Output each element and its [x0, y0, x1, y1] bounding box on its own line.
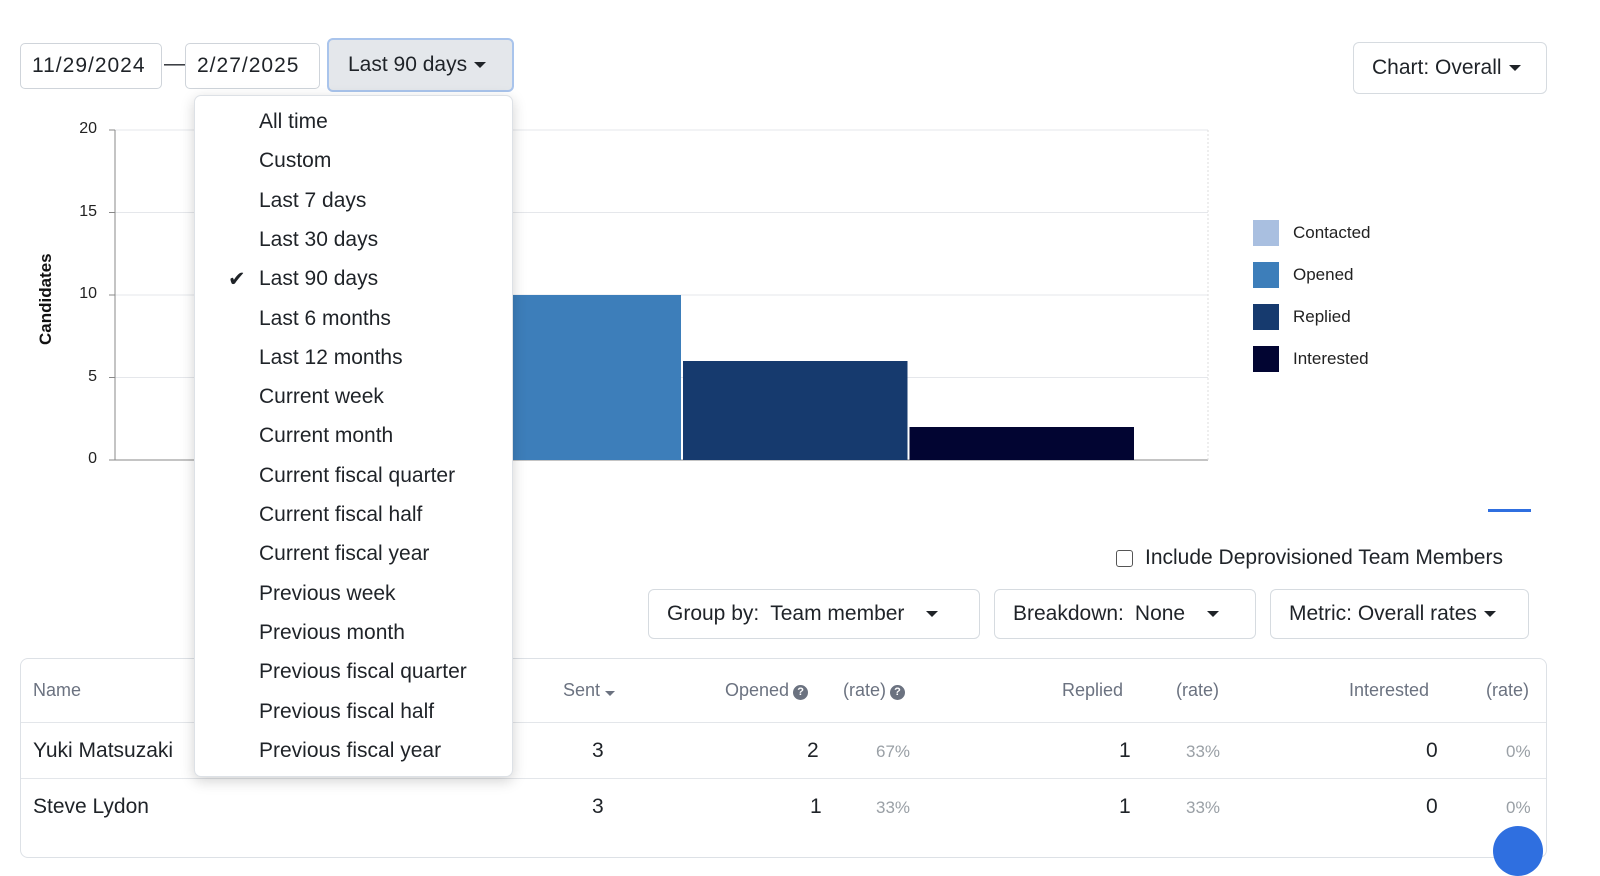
checkmark-icon: ✔	[228, 268, 246, 292]
y-tick-label: 0	[88, 450, 97, 467]
cell-replied: 1	[1119, 795, 1131, 818]
end-date-input[interactable]: 2/27/2025	[185, 43, 320, 89]
cell-interested-rate: 0%	[1506, 798, 1531, 817]
help-chat-button[interactable]	[1493, 826, 1543, 876]
help-icon[interactable]: ?	[793, 684, 809, 700]
start-date-input[interactable]: 11/29/2024	[20, 43, 162, 89]
legend-item-interested: Interested	[1253, 338, 1371, 380]
opened-rate-header-label: (rate)	[843, 680, 887, 700]
chevron-down-icon	[926, 611, 939, 617]
breakdown-value: None	[1134, 602, 1186, 625]
cell-opened: 1	[810, 795, 822, 818]
cell-opened-rate: 67%	[876, 742, 911, 761]
menu-item[interactable]: All time	[259, 110, 328, 133]
group-by-label: Group by:	[667, 602, 760, 625]
sort-desc-icon	[605, 691, 616, 696]
cell-replied-rate: 33%	[1186, 742, 1221, 761]
menu-item[interactable]: Custom	[259, 149, 332, 173]
bar-replied	[683, 361, 908, 460]
checkbox[interactable]	[1116, 549, 1133, 567]
breakdown-dropdown[interactable]: Breakdown: None	[994, 589, 1256, 639]
cell-sent: 3	[592, 795, 604, 818]
metric-dropdown[interactable]: Metric: Overall rates	[1270, 589, 1529, 639]
cell-replied-rate: 33%	[1186, 798, 1221, 817]
menu-item[interactable]: Last 90 days	[259, 267, 379, 291]
menu-item[interactable]: Last 12 months	[259, 345, 403, 369]
legend-item-opened: Opened	[1253, 254, 1371, 296]
chevron-down-icon	[1483, 611, 1496, 617]
chart-legend: Contacted Opened Replied Interested	[1253, 212, 1371, 380]
column-header-sent[interactable]: Sent	[563, 680, 616, 701]
legend-item-replied: Replied	[1253, 296, 1371, 338]
legend-swatch	[1253, 262, 1279, 288]
legend-label: Opened	[1293, 265, 1354, 284]
opened-header-label: Opened	[725, 680, 790, 700]
table-row-divider	[21, 778, 1546, 779]
date-range-menu: All time Custom Last 7 days Last 30 days Las…	[194, 95, 513, 777]
cell-opened-rate: 33%	[876, 798, 911, 817]
column-header-opened[interactable]: Opened?	[725, 680, 809, 701]
column-header-interested[interactable]: Interested	[1349, 680, 1430, 700]
chevron-down-icon	[1508, 65, 1521, 71]
date-range-label: Last 90 days	[348, 53, 468, 76]
include-deprovisioned-toggle[interactable]: Include Deprovisioned Team Members	[1116, 546, 1503, 570]
menu-item[interactable]: Current fiscal half	[259, 503, 423, 526]
menu-item[interactable]: Last 30 days	[259, 227, 379, 251]
include-deprovisioned-label: Include Deprovisioned Team Members	[1145, 546, 1503, 569]
menu-item[interactable]: Current month	[259, 424, 394, 448]
menu-item[interactable]: Previous week	[259, 581, 396, 605]
menu-item[interactable]: Previous fiscal half	[259, 699, 435, 723]
bar-chart	[109, 129, 1209, 461]
column-header-interested-rate[interactable]: (rate)	[1486, 680, 1530, 700]
cell-interested: 0	[1426, 795, 1438, 818]
chart-type-dropdown-button[interactable]: Chart: Overall	[1353, 42, 1547, 94]
group-by-value: Team member	[770, 602, 905, 625]
y-tick-label: 5	[88, 367, 97, 385]
cell-interested-rate: 0%	[1506, 742, 1531, 761]
menu-item[interactable]: Previous month	[259, 620, 405, 644]
date-separator: —	[164, 52, 185, 75]
table-row-name[interactable]: Steve Lydon	[33, 795, 149, 818]
legend-swatch	[1253, 304, 1279, 330]
y-tick-label: 20	[79, 120, 97, 137]
metric-label: Metric: Overall rates	[1289, 602, 1477, 625]
table-header-divider	[21, 722, 1546, 723]
legend-label: Interested	[1293, 349, 1369, 368]
cell-replied: 1	[1119, 739, 1131, 762]
menu-item[interactable]: Current fiscal year	[259, 542, 430, 566]
y-axis-label: Candidates	[36, 253, 55, 345]
breakdown-label: Breakdown:	[1013, 602, 1124, 625]
date-range-dropdown-button[interactable]: Last 90 days	[327, 38, 514, 92]
chevron-down-icon	[1207, 611, 1220, 617]
chart-type-label: Chart: Overall	[1372, 56, 1502, 79]
legend-swatch	[1253, 346, 1279, 372]
menu-item[interactable]: Last 6 months	[259, 306, 391, 330]
sent-header-label: Sent	[563, 680, 601, 700]
menu-item[interactable]: Previous fiscal year	[259, 738, 442, 762]
legend-label: Replied	[1293, 307, 1351, 326]
menu-item[interactable]: Last 7 days	[259, 188, 367, 212]
cell-interested: 0	[1426, 739, 1438, 762]
legend-item-contacted: Contacted	[1253, 212, 1371, 254]
column-header-opened-rate[interactable]: (rate)?	[843, 680, 906, 701]
group-by-dropdown[interactable]: Group by: Team member	[648, 589, 980, 639]
y-tick-label: 10	[79, 285, 97, 302]
column-header-replied[interactable]: Replied	[1062, 680, 1124, 700]
menu-item[interactable]: Current fiscal quarter	[259, 463, 456, 487]
y-tick-label: 15	[79, 202, 97, 220]
legend-swatch	[1253, 220, 1279, 246]
cell-opened: 2	[807, 739, 819, 762]
menu-item[interactable]: Current week	[259, 385, 384, 409]
help-icon[interactable]: ?	[890, 684, 906, 700]
bar-interested	[909, 427, 1134, 460]
cell-sent: 3	[592, 739, 604, 762]
tab-indicator	[1488, 509, 1531, 512]
table-row-name[interactable]: Yuki Matsuzaki	[33, 739, 174, 762]
column-header-replied-rate[interactable]: (rate)	[1176, 680, 1220, 700]
legend-label: Contacted	[1293, 223, 1371, 242]
chevron-down-icon	[474, 62, 487, 68]
menu-item[interactable]: Previous fiscal quarter	[259, 660, 467, 684]
column-header-name[interactable]: Name	[33, 680, 82, 700]
